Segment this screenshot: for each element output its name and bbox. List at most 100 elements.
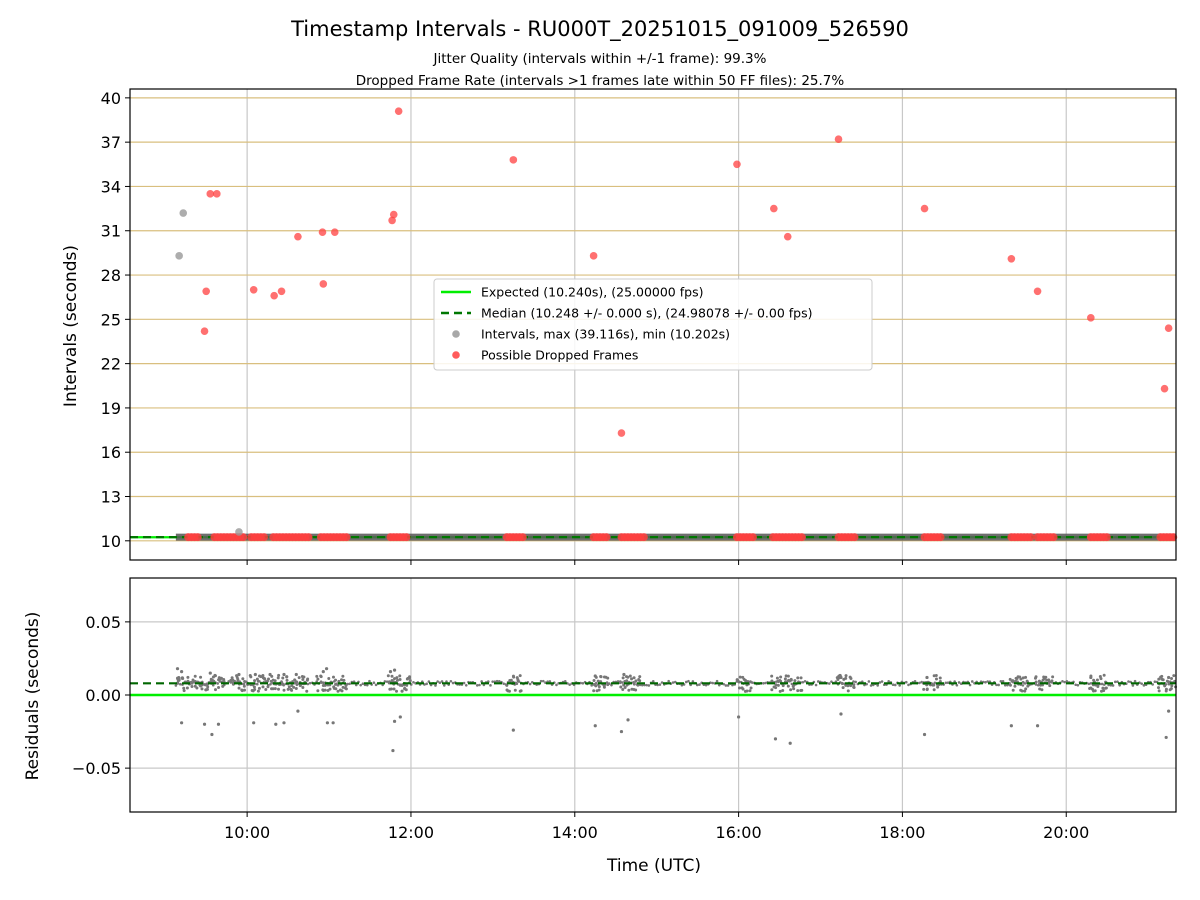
residual-point: [1074, 683, 1077, 687]
residual-point: [518, 674, 522, 678]
residual-point: [770, 688, 774, 692]
residual-point: [786, 684, 790, 688]
residual-point: [761, 682, 765, 685]
top-y-tick-label: 25: [101, 310, 121, 329]
dropped-frame-cluster-point: [1102, 533, 1111, 542]
residual-point: [301, 677, 305, 681]
residual-point: [1088, 686, 1092, 690]
residual-point: [878, 681, 882, 684]
residual-point: [1165, 679, 1169, 683]
dropped-frame-point: [920, 204, 929, 213]
residual-point: [434, 684, 437, 687]
bottom-y-tick-label: 0.00: [85, 686, 121, 705]
residual-point: [632, 676, 636, 680]
residual-point: [294, 686, 298, 690]
legend-label: Intervals, max (39.116s), min (10.202s): [481, 327, 730, 342]
residual-point: [1065, 679, 1069, 683]
residual-point: [628, 674, 632, 678]
residual-point: [946, 681, 950, 685]
dropped-frame-point: [394, 107, 403, 115]
residual-point: [687, 679, 690, 683]
residual-point: [392, 687, 396, 691]
residual-point: [528, 682, 532, 686]
residual-point: [1026, 684, 1030, 688]
residual-point: [986, 680, 989, 683]
residual-point: [513, 688, 517, 692]
residual-point: [177, 675, 181, 679]
residual-point: [596, 679, 600, 683]
residual-point: [789, 678, 793, 682]
residual-point: [1156, 686, 1160, 690]
residual-point: [1127, 680, 1130, 683]
residual-outlier-point: [282, 672, 286, 677]
residual-outlier-point: [331, 721, 335, 725]
residual-point: [770, 674, 774, 678]
residual-outlier-point: [788, 741, 792, 745]
residual-point: [277, 673, 281, 677]
top-y-axis-label: Intervals (seconds): [61, 245, 81, 407]
residual-point: [195, 686, 199, 690]
dropped-frame-cluster-point: [936, 533, 945, 542]
residual-point: [934, 677, 938, 681]
residual-point: [290, 684, 294, 688]
residual-point: [854, 680, 857, 684]
residual-point: [658, 683, 662, 686]
residual-point: [599, 675, 603, 679]
residual-point: [227, 680, 230, 683]
residual-point: [341, 674, 345, 678]
x-tick-label: 18:00: [879, 823, 925, 842]
residual-point: [1076, 683, 1080, 687]
residual-point: [285, 675, 289, 679]
residual-point: [764, 681, 767, 685]
residual-point: [634, 679, 638, 683]
residual-point: [229, 681, 233, 684]
residual-point: [480, 680, 483, 683]
residual-point: [1159, 675, 1163, 679]
dropped-frame-point: [294, 232, 302, 241]
residual-point: [328, 687, 332, 691]
residual-point: [291, 680, 294, 683]
residual-point: [276, 676, 280, 680]
residual-point: [449, 679, 453, 683]
dropped-frame-point: [319, 280, 328, 288]
x-axis-label: Time (UTC): [606, 856, 701, 876]
residual-point: [1047, 678, 1051, 682]
residual-point: [563, 680, 567, 683]
residual-point: [206, 685, 210, 689]
residual-point: [876, 684, 879, 687]
residual-point: [425, 682, 428, 686]
residual-point: [1101, 686, 1105, 690]
residual-point: [256, 689, 260, 693]
residual-point: [626, 675, 630, 679]
residual-point: [698, 683, 701, 686]
residual-point: [745, 689, 749, 693]
dropped-frame-point: [589, 252, 598, 260]
residual-point: [793, 679, 797, 683]
residual-point: [269, 682, 272, 686]
residual-point: [518, 689, 522, 693]
residual-point: [217, 685, 221, 689]
residual-point: [778, 679, 782, 683]
residual-point: [801, 680, 805, 684]
residual-point: [1021, 676, 1025, 680]
residual-outlier-point: [593, 724, 597, 728]
residual-point: [779, 675, 783, 679]
residual-outlier-point: [392, 719, 397, 723]
residual-point: [844, 676, 848, 680]
dropped-frame-point: [249, 286, 258, 294]
residual-outlier-point: [324, 667, 329, 671]
residual-point: [787, 678, 791, 682]
interval-point: [235, 528, 243, 536]
residual-point: [242, 688, 246, 692]
residual-point: [724, 684, 728, 687]
residual-point: [315, 674, 319, 678]
residual-point: [319, 681, 323, 685]
residual-point: [400, 689, 404, 693]
residual-point: [1102, 683, 1106, 686]
residual-point: [786, 674, 790, 678]
top-panel-frame: [129, 88, 1177, 561]
residual-point: [1040, 688, 1044, 692]
residual-point: [451, 681, 455, 685]
residual-point: [242, 684, 246, 688]
dropped-frame-point: [617, 429, 626, 437]
